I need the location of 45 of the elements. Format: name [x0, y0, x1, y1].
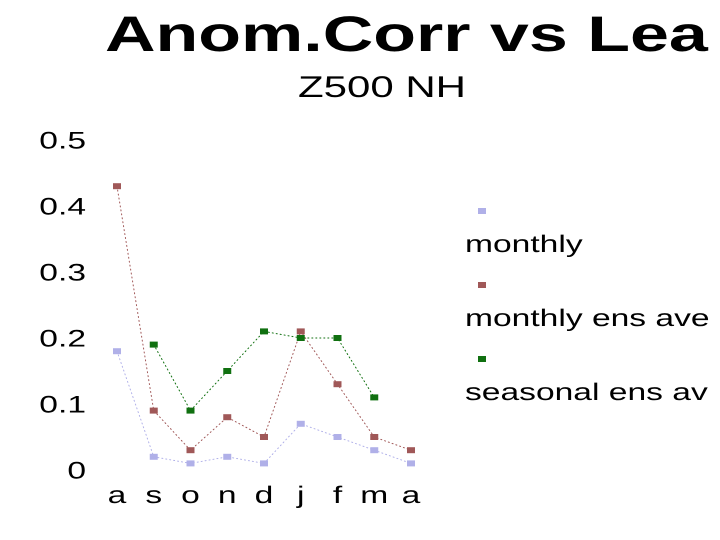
legend-label: monthly ens ave [465, 305, 710, 332]
y-tick-label: 0.3 [39, 260, 86, 286]
point [223, 454, 232, 460]
point [296, 328, 305, 334]
x-tick-label: n [218, 482, 237, 509]
y-tick-label: 0.4 [39, 194, 86, 220]
point [296, 335, 305, 341]
chart-title: Anom.Corr vs Lea [105, 6, 710, 62]
chart-subtitle: Z500 NH [298, 70, 466, 104]
point [150, 408, 158, 414]
point [334, 434, 342, 440]
x-tick-label: f [332, 482, 344, 509]
point [370, 434, 378, 440]
point [260, 434, 268, 440]
x-tick-label: m [360, 482, 388, 509]
point [260, 328, 268, 334]
point [407, 460, 415, 466]
point [150, 342, 158, 348]
y-tick-label: 0.2 [39, 326, 86, 352]
x-tick-label: j [296, 482, 304, 509]
x-tick-label: s [145, 482, 162, 509]
point [113, 183, 121, 190]
point [260, 460, 268, 466]
legend-label: seasonal ens av [465, 379, 708, 406]
point [223, 414, 232, 420]
x-tick-label: o [181, 482, 200, 509]
point [407, 447, 415, 454]
point [296, 420, 305, 427]
point [186, 447, 194, 454]
x-tick-label: a [402, 482, 422, 509]
point [113, 348, 121, 354]
point [370, 394, 378, 400]
point [150, 454, 158, 460]
point [334, 335, 342, 341]
point [186, 460, 194, 466]
y-tick-label: 0.5 [39, 128, 86, 154]
y-tick-label: 0.1 [39, 392, 86, 418]
point [370, 447, 378, 454]
legend-label: monthly [465, 231, 584, 258]
y-tick-label: 0 [67, 458, 86, 484]
point [223, 368, 232, 374]
x-tick-label: a [108, 482, 128, 509]
point [334, 381, 342, 388]
point [186, 408, 194, 414]
x-tick-label: d [254, 482, 274, 509]
